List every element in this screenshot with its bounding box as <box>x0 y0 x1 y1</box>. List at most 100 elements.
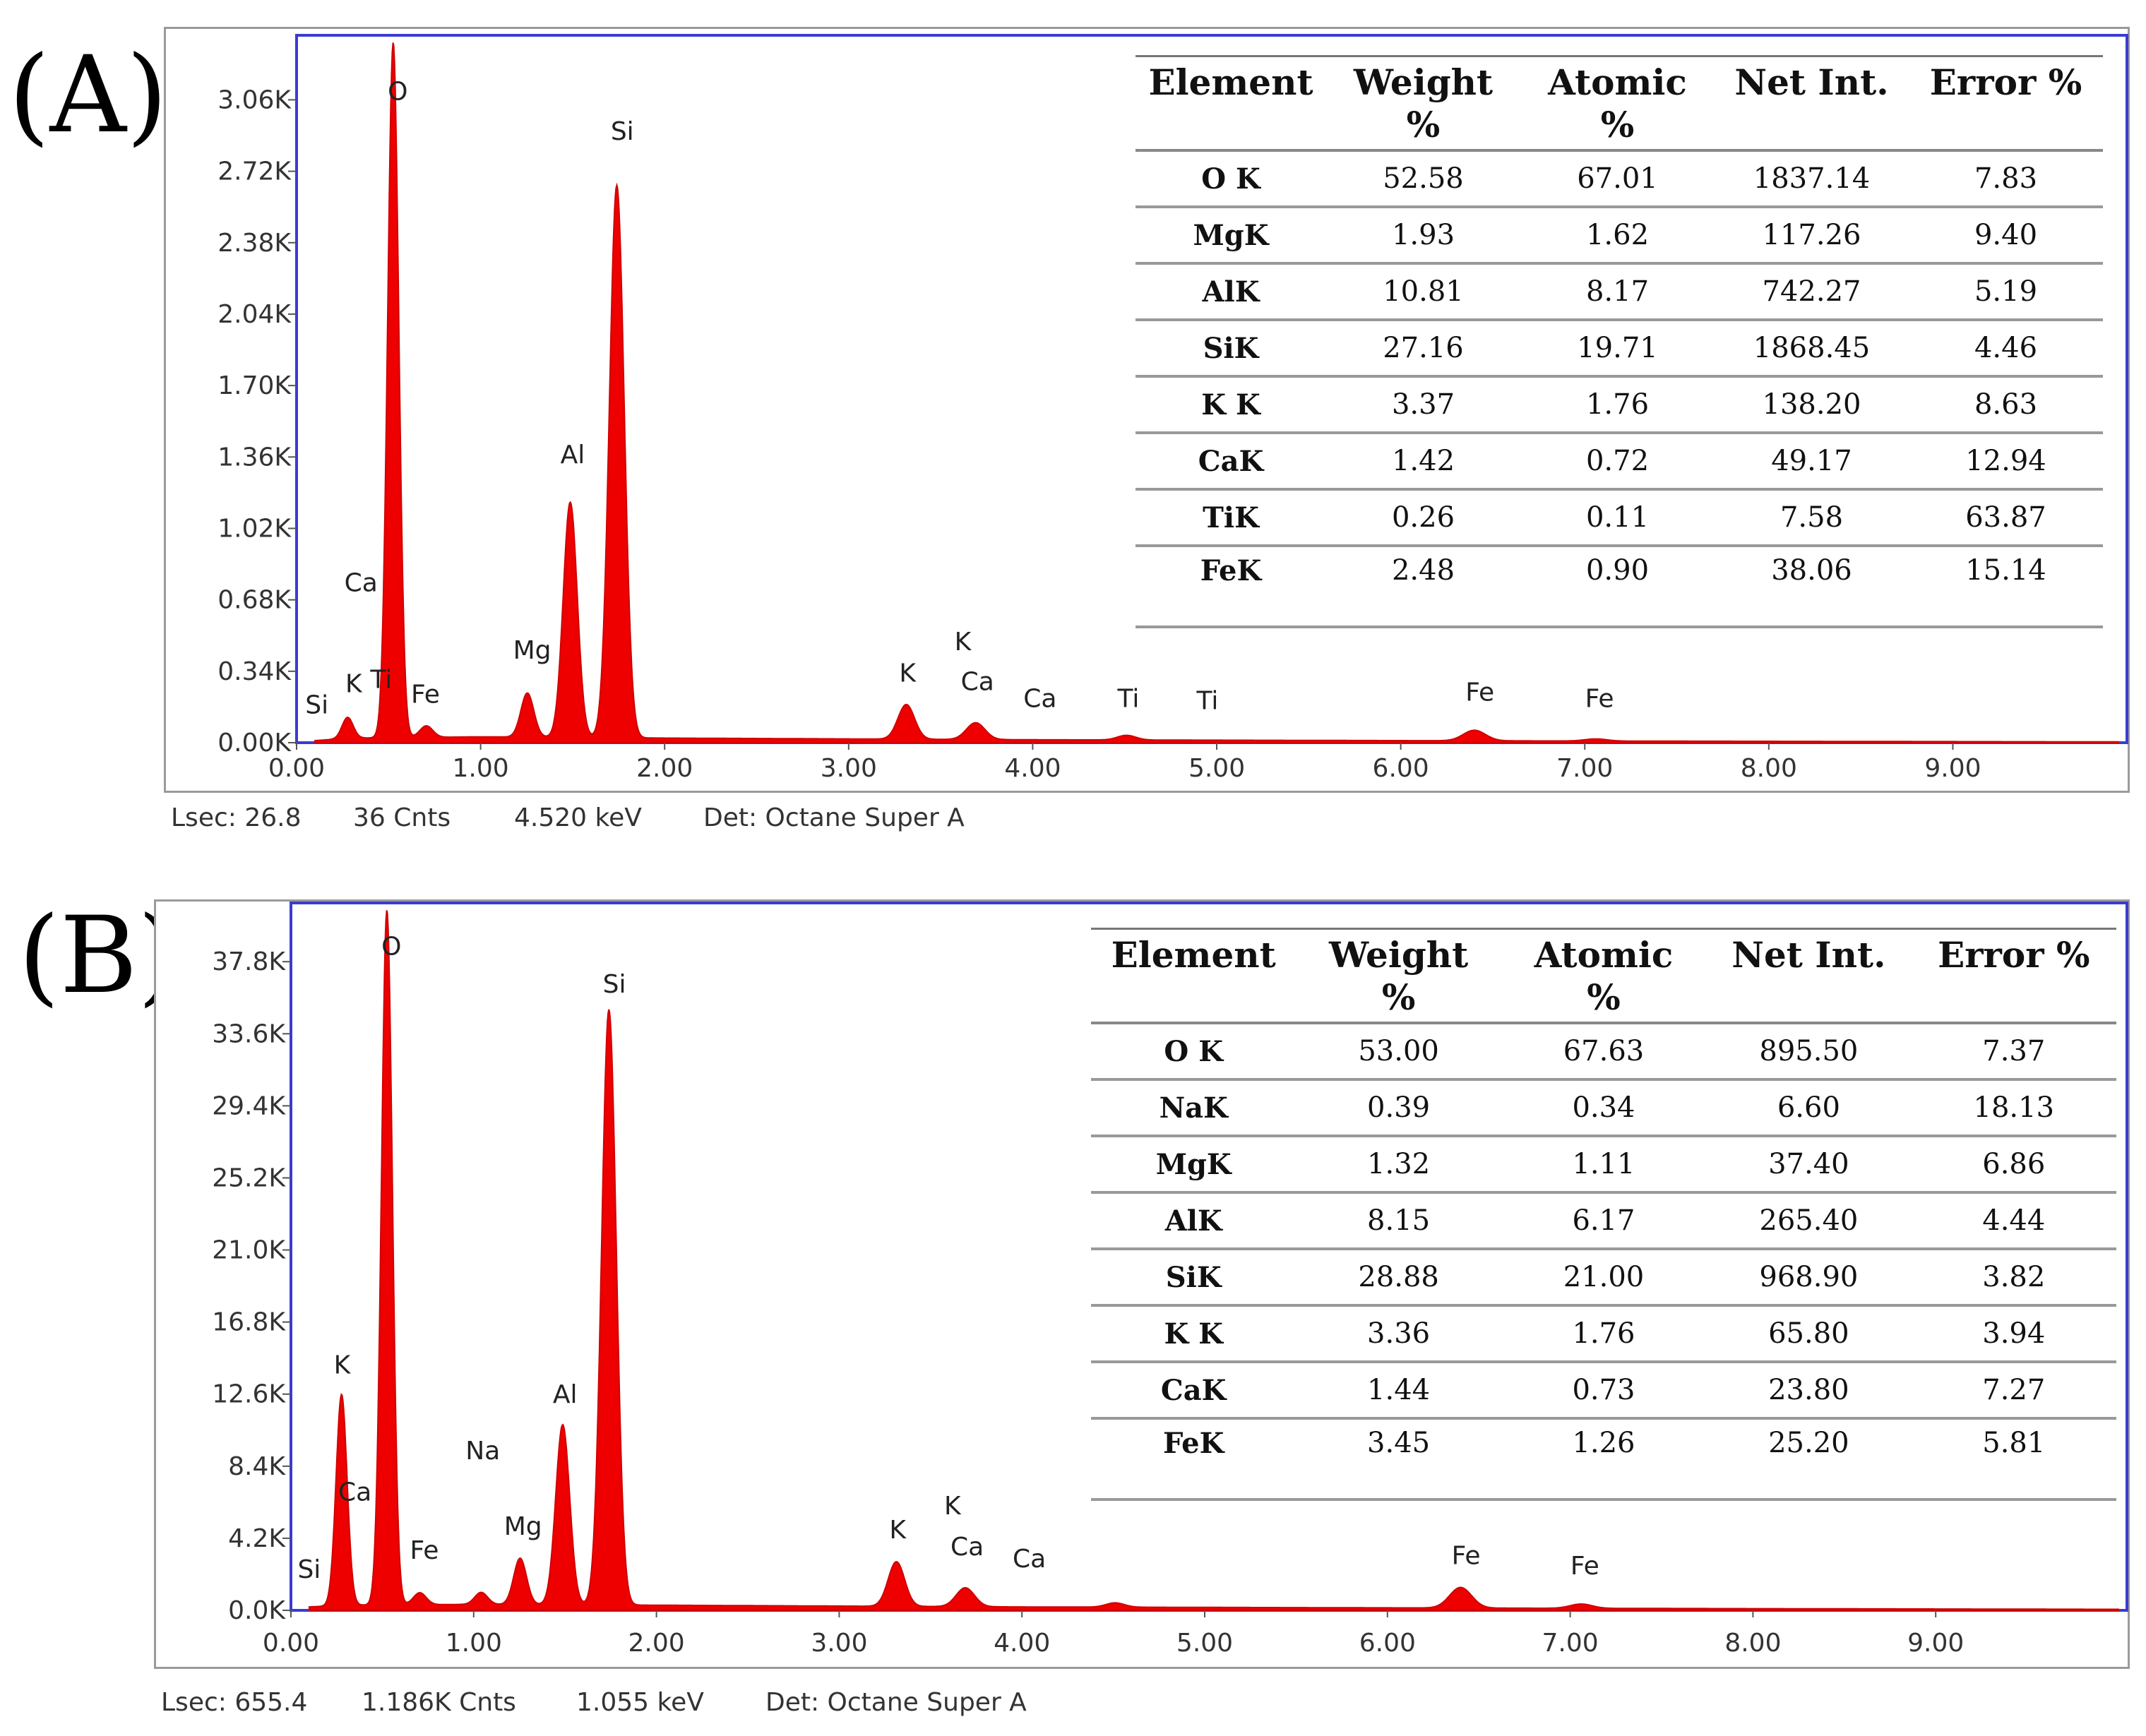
table-row: AlK 8.15 6.17 265.40 4.44 <box>1091 1192 2116 1250</box>
panel-label: (A) <box>8 34 168 157</box>
composition-table-a: Element Weight% Atomic% Net Int. Error %… <box>1135 55 2103 628</box>
value-cell: 49.17 <box>1715 433 1909 491</box>
value-cell: 6.60 <box>1706 1079 1912 1137</box>
peak-label: Mg <box>504 1512 542 1541</box>
spectrum-series <box>308 910 2119 1611</box>
value-cell: 265.40 <box>1706 1192 1912 1250</box>
peak-label: Ca <box>338 1478 371 1507</box>
header-atomic: Atomic% <box>1501 928 1707 1024</box>
table-row: CaK 1.44 0.73 23.80 7.27 <box>1091 1362 2116 1420</box>
table-row: K K 3.36 1.76 65.80 3.94 <box>1091 1305 2116 1363</box>
status-lsec: Lsec: 655.4 <box>161 1688 308 1717</box>
x-tick-label: 3.00 <box>811 1629 867 1658</box>
peak-label: Si <box>611 117 634 146</box>
value-cell: 23.80 <box>1706 1362 1912 1420</box>
value-cell: 38.06 <box>1715 546 1909 628</box>
value-cell: 3.36 <box>1296 1305 1501 1363</box>
table-row: MgK 1.93 1.62 117.26 9.40 <box>1135 207 2103 265</box>
value-cell: 27.16 <box>1326 320 1520 378</box>
x-tick-label: 8.00 <box>1741 754 1797 783</box>
status-counts: 1.186K Cnts <box>362 1688 516 1717</box>
element-cell: MgK <box>1091 1136 1296 1194</box>
peak-label: Ti <box>1116 684 1139 713</box>
x-tick-label: 1.00 <box>453 754 509 783</box>
value-cell: 117.26 <box>1715 207 1909 265</box>
peak-label: Al <box>561 441 585 469</box>
table-row: AlK 10.81 8.17 742.27 5.19 <box>1135 263 2103 321</box>
value-cell: 1.11 <box>1501 1136 1707 1194</box>
value-cell: 5.81 <box>1911 1418 2116 1501</box>
value-cell: 3.37 <box>1326 376 1520 434</box>
header-element: Element <box>1135 55 1326 152</box>
y-tick-label: 25.2K <box>212 1163 286 1192</box>
peak-label: K <box>899 659 917 688</box>
y-tick-label: 1.36K <box>217 443 292 472</box>
value-cell: 1868.45 <box>1715 320 1909 378</box>
y-tick-label: 37.8K <box>212 947 286 976</box>
peak-label: Ca <box>1013 1545 1046 1574</box>
peak-label: Fe <box>410 1536 439 1565</box>
status-detector: Det: Octane Super A <box>703 803 965 832</box>
y-tick-label: 12.6K <box>212 1380 286 1409</box>
y-tick-label: 29.4K <box>212 1091 286 1120</box>
value-cell: 2.48 <box>1326 546 1520 628</box>
value-cell: 12.94 <box>1909 433 2103 491</box>
element-cell: O K <box>1135 150 1326 208</box>
y-tick-label: 0.00K <box>217 729 292 758</box>
value-cell: 6.86 <box>1911 1136 2116 1194</box>
peak-label: Na <box>465 1437 500 1466</box>
x-tick-label: 9.00 <box>1924 754 1981 783</box>
table-body: O K 53.00 67.63 895.50 7.37 NaK 0.39 0.34 6.60 18… <box>1091 1023 2116 1501</box>
element-cell: TiK <box>1135 489 1326 547</box>
value-cell: 0.72 <box>1520 433 1715 491</box>
value-cell: 1.26 <box>1501 1418 1707 1501</box>
value-cell: 0.73 <box>1501 1362 1707 1420</box>
peak-label: Ca <box>961 668 994 697</box>
peak-label: Ca <box>345 569 378 598</box>
y-tick-label: 0.0K <box>228 1596 286 1625</box>
y-tick-label: 1.02K <box>217 514 292 543</box>
value-cell: 1837.14 <box>1715 150 1909 208</box>
value-cell: 10.81 <box>1326 263 1520 321</box>
x-tick-label: 0.00 <box>268 754 325 783</box>
y-tick-label: 4.2K <box>228 1524 286 1553</box>
x-tick-label: 1.00 <box>446 1629 502 1658</box>
table-row: FeK 3.45 1.26 25.20 5.81 <box>1091 1418 2116 1501</box>
peak-label: Al <box>553 1380 578 1409</box>
value-cell: 8.17 <box>1520 263 1715 321</box>
value-cell: 63.87 <box>1909 489 2103 547</box>
value-cell: 19.71 <box>1520 320 1715 378</box>
peak-label: K <box>889 1516 907 1545</box>
value-cell: 65.80 <box>1706 1305 1912 1363</box>
value-cell: 67.01 <box>1520 150 1715 208</box>
x-tick-label: 8.00 <box>1724 1629 1781 1658</box>
peak-label: O <box>388 77 407 106</box>
table-row: CaK 1.42 0.72 49.17 12.94 <box>1135 433 2103 491</box>
value-cell: 18.13 <box>1911 1079 2116 1137</box>
value-cell: 6.17 <box>1501 1192 1707 1250</box>
x-tick-label: 7.00 <box>1542 1629 1599 1658</box>
value-cell: 742.27 <box>1715 263 1909 321</box>
element-cell: MgK <box>1135 207 1326 265</box>
value-cell: 1.76 <box>1501 1305 1707 1363</box>
value-cell: 1.76 <box>1520 376 1715 434</box>
value-cell: 1.44 <box>1296 1362 1501 1420</box>
x-tick-label: 0.00 <box>263 1629 319 1658</box>
value-cell: 25.20 <box>1706 1418 1912 1501</box>
value-cell: 138.20 <box>1715 376 1909 434</box>
y-tick-label: 21.0K <box>212 1236 286 1265</box>
value-cell: 7.27 <box>1911 1362 2116 1420</box>
value-cell: 968.90 <box>1706 1249 1912 1307</box>
x-tick-label: 7.00 <box>1556 754 1613 783</box>
value-cell: 7.58 <box>1715 489 1909 547</box>
element-cell: AlK <box>1135 263 1326 321</box>
table-body: O K 52.58 67.01 1837.14 7.83 MgK 1.93 1.62 117.2… <box>1135 150 2103 628</box>
peak-label: K <box>345 670 363 699</box>
peak-label: Fe <box>1465 678 1494 707</box>
peak-label: Ca <box>1023 684 1056 713</box>
table-row: O K 52.58 67.01 1837.14 7.83 <box>1135 150 2103 208</box>
x-tick-label: 5.00 <box>1176 1629 1233 1658</box>
x-tick-label: 6.00 <box>1373 754 1429 783</box>
x-tick-label: 4.00 <box>1004 754 1061 783</box>
table-row: TiK 0.26 0.11 7.58 63.87 <box>1135 489 2103 547</box>
